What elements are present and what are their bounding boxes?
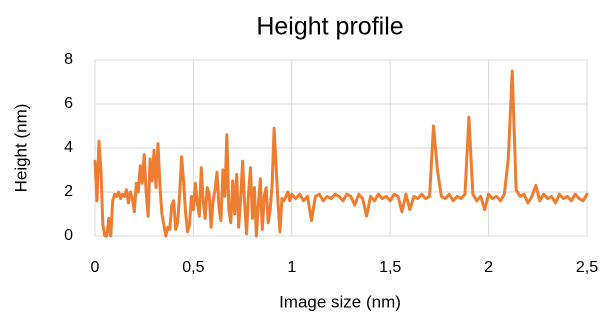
y-axis-label: Height (nm) <box>11 104 30 193</box>
y-tick-label: 0 <box>64 227 73 244</box>
y-tick-label: 4 <box>64 139 73 156</box>
x-tick-label: 1,5 <box>379 259 401 276</box>
x-tick-label: 1 <box>287 259 296 276</box>
chart-title: Height profile <box>256 13 403 41</box>
y-tick-label: 6 <box>64 95 73 112</box>
x-tick-label: 0 <box>91 259 100 276</box>
x-tick-label: 2 <box>484 259 493 276</box>
y-tick-label: 2 <box>64 183 73 200</box>
data-line <box>93 69 589 238</box>
x-tick-label: 0,5 <box>182 259 204 276</box>
x-tick-label: 2,5 <box>576 259 598 276</box>
x-axis-label: Image size (nm) <box>279 292 401 311</box>
y-tick-label: 8 <box>64 51 73 68</box>
